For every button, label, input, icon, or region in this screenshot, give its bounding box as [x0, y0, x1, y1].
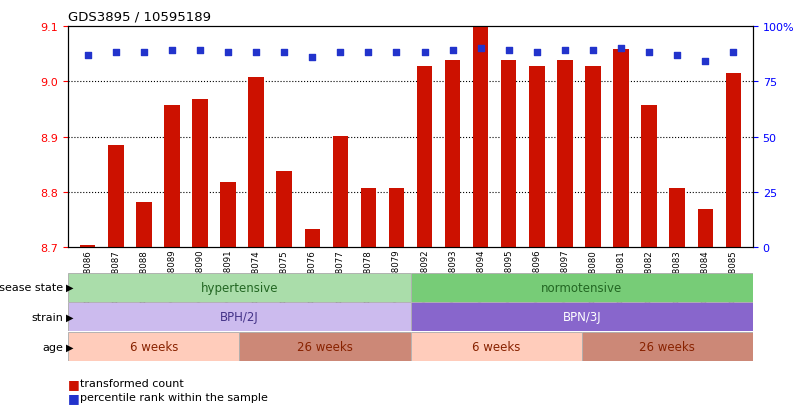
Text: age: age — [42, 342, 63, 352]
Bar — [586, 66, 601, 248]
Point — [670, 52, 683, 59]
Bar — [445, 61, 461, 248]
Point — [586, 48, 599, 55]
Bar — [726, 74, 741, 248]
Bar — [501, 61, 517, 248]
Text: BPN/3J: BPN/3J — [562, 311, 601, 324]
Point — [166, 48, 179, 55]
Bar — [220, 183, 235, 248]
Bar — [642, 105, 657, 248]
Bar — [360, 188, 376, 248]
Text: 26 weeks: 26 weeks — [639, 340, 695, 354]
Point — [138, 50, 151, 57]
Point — [250, 50, 263, 57]
Text: normotensive: normotensive — [541, 281, 622, 294]
Point — [334, 50, 347, 57]
Bar — [80, 245, 95, 248]
Text: transformed count: transformed count — [80, 378, 184, 388]
Text: 6 weeks: 6 weeks — [130, 340, 178, 354]
Text: ■: ■ — [68, 377, 80, 390]
Bar — [557, 61, 573, 248]
Point — [530, 50, 543, 57]
Bar — [417, 66, 433, 248]
Point — [502, 48, 515, 55]
Bar — [698, 209, 713, 248]
Point — [727, 50, 739, 57]
Point — [194, 48, 207, 55]
Point — [110, 50, 123, 57]
Point — [362, 50, 375, 57]
Bar — [192, 100, 207, 248]
Text: GDS3895 / 10595189: GDS3895 / 10595189 — [68, 10, 211, 23]
Text: ▶: ▶ — [66, 342, 73, 352]
Point — [698, 59, 711, 66]
Bar — [108, 146, 123, 248]
Point — [474, 45, 487, 52]
Text: hypertensive: hypertensive — [200, 281, 278, 294]
Text: percentile rank within the sample: percentile rank within the sample — [80, 392, 268, 402]
Text: ▶: ▶ — [66, 312, 73, 322]
Point — [614, 45, 627, 52]
Point — [278, 50, 291, 57]
Point — [446, 48, 459, 55]
Point — [390, 50, 403, 57]
Bar — [304, 230, 320, 248]
Bar — [136, 202, 151, 248]
Bar — [332, 136, 348, 248]
Bar — [276, 171, 292, 248]
Text: ▶: ▶ — [66, 282, 73, 292]
Bar — [473, 28, 489, 248]
Bar — [388, 188, 405, 248]
Text: 6 weeks: 6 weeks — [472, 340, 521, 354]
Text: strain: strain — [31, 312, 63, 322]
Text: 26 weeks: 26 weeks — [297, 340, 353, 354]
Text: disease state: disease state — [0, 282, 63, 292]
Bar — [164, 105, 179, 248]
Point — [222, 50, 235, 57]
Bar — [614, 50, 629, 248]
Point — [558, 48, 571, 55]
Bar — [670, 188, 685, 248]
Point — [306, 55, 319, 61]
Text: ■: ■ — [68, 391, 80, 404]
Point — [82, 52, 95, 59]
Bar — [248, 78, 264, 248]
Bar — [529, 66, 545, 248]
Point — [642, 50, 655, 57]
Text: BPH/2J: BPH/2J — [220, 311, 259, 324]
Point — [418, 50, 431, 57]
